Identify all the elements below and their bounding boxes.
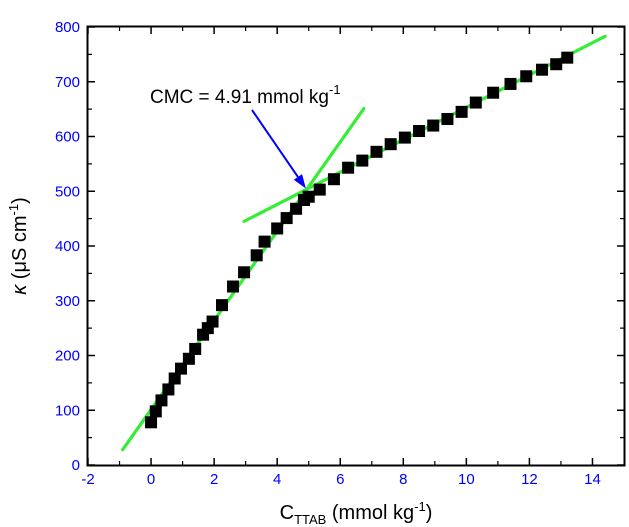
x-tick-label: 0 (147, 471, 155, 488)
axis-ticks (87, 26, 624, 466)
y-tick-label: 200 (55, 348, 80, 365)
data-point (398, 131, 411, 144)
y-tick-label: 800 (55, 19, 80, 36)
data-point (271, 222, 284, 235)
y-tick-label: 600 (55, 129, 80, 146)
data-point (536, 63, 549, 76)
data-point (227, 280, 240, 293)
y-tick-label: 500 (55, 183, 80, 200)
data-point (206, 315, 219, 328)
data-point (487, 86, 500, 99)
data-point (520, 70, 533, 83)
y-tick-label: 700 (55, 74, 80, 91)
y-axis-title: κ (μS cm-1) (6, 197, 31, 295)
data-point (561, 51, 574, 64)
x-tick-label: 4 (273, 471, 281, 488)
data-point (250, 249, 263, 262)
data-point (370, 145, 383, 158)
series-layer (121, 34, 607, 452)
data-point (155, 394, 168, 407)
data-point (280, 212, 293, 225)
data-point (342, 161, 355, 174)
data-point (469, 96, 482, 109)
data-point (302, 190, 315, 203)
y-axis-title-sup: -1 (6, 204, 21, 216)
data-point (427, 119, 440, 132)
x-tick-label: 12 (521, 471, 538, 488)
x-tick-label: -2 (81, 471, 94, 488)
cmc-annotation: CMC = 4.91 mmol kg-1 (150, 82, 341, 108)
y-tick-label: 300 (55, 293, 80, 310)
data-point (168, 372, 181, 385)
x-tick-label: 14 (584, 471, 601, 488)
x-tick-label: 10 (458, 471, 475, 488)
data-point (162, 383, 175, 396)
data-point (327, 173, 340, 186)
data-point (313, 183, 326, 196)
plot-frame (86, 25, 626, 467)
data-point (384, 138, 397, 151)
cmc-arrow (251, 109, 299, 178)
data-point (149, 405, 162, 418)
cmc-arrow-head (293, 174, 306, 189)
data-point (441, 112, 454, 125)
data-point (182, 352, 195, 365)
x-tick-label: 6 (336, 471, 344, 488)
data-point (238, 266, 251, 279)
x-axis-title: CTTAB (mmol kg-1) (280, 499, 433, 527)
x-tick-label: 8 (399, 471, 407, 488)
data-point (145, 416, 158, 429)
data-point (455, 105, 468, 118)
data-point (550, 58, 563, 71)
y-tick-label: 400 (55, 238, 80, 255)
data-point (175, 362, 188, 375)
x-axis-title-sup: -1 (414, 499, 426, 514)
data-point (356, 154, 369, 167)
cmc-annotation-sup: -1 (329, 82, 341, 97)
data-point (189, 342, 202, 355)
y-tick-label: 100 (55, 402, 80, 419)
y-tick-label: 0 (72, 457, 80, 474)
data-point (216, 299, 228, 312)
data-point (413, 125, 426, 138)
x-axis-title-sub: TTAB (294, 512, 326, 527)
data-point (504, 77, 517, 90)
x-tick-label: 2 (210, 471, 218, 488)
data-point (258, 235, 271, 248)
